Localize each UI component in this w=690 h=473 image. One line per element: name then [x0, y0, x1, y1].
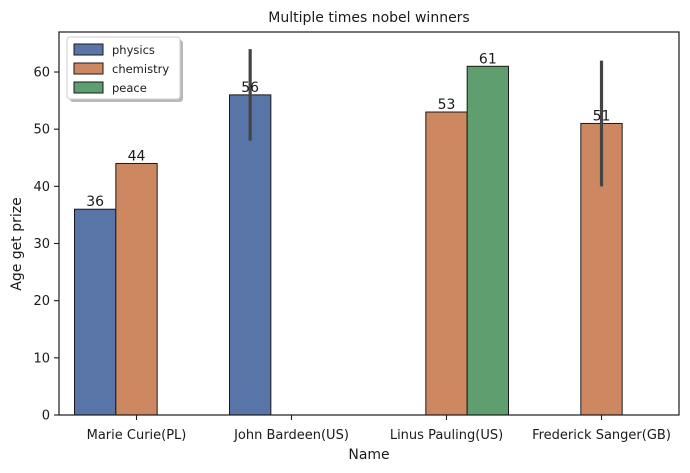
y-axis-label: Age get prize — [9, 197, 25, 290]
axes-frame — [58, 31, 680, 416]
bar-value-label: 56 — [241, 80, 259, 96]
chart-title: Multiple times nobel winners — [268, 10, 469, 26]
y-tick-label: 10 — [33, 351, 50, 366]
x-axis-label: Name — [348, 447, 389, 463]
x-tick-label: Marie Curie(PL) — [87, 428, 187, 443]
bar-value-label: 51 — [593, 108, 611, 124]
bar-peace — [466, 65, 509, 416]
bar-value-label: 36 — [86, 194, 104, 210]
legend-label-chemistry: chemistry — [112, 62, 169, 76]
bar-chemistry — [115, 162, 158, 416]
bar-physics — [229, 94, 272, 416]
bar-chemistry — [425, 111, 468, 416]
y-tick-label: 50 — [33, 123, 50, 138]
legend-label-peace: peace — [112, 81, 147, 95]
x-tick-label: John Bardeen(US) — [233, 428, 349, 443]
y-tick-label: 0 — [42, 409, 50, 424]
bar-value-label: 53 — [438, 97, 456, 113]
bar-value-label: 61 — [479, 51, 497, 67]
bar-physics — [74, 208, 117, 416]
legend-swatch-physics — [73, 43, 104, 56]
y-tick-label: 60 — [33, 66, 50, 81]
y-tick-label: 20 — [33, 294, 50, 309]
x-tick-label: Linus Pauling(US) — [390, 428, 503, 443]
plot-area: 0 10 20 30 40 50 60 36 44 56 53 61 51 Marie Curie(PL)… — [33, 31, 680, 443]
legend-swatch-peace — [73, 81, 104, 94]
bar-value-label: 44 — [128, 148, 146, 164]
legend-label-physics: physics — [112, 43, 155, 57]
x-tick-label: Frederick Sanger(GB) — [532, 428, 671, 443]
y-tick-label: 30 — [33, 237, 50, 252]
y-tick-label: 40 — [33, 180, 50, 195]
legend: physics chemistry peace — [66, 36, 183, 102]
legend-swatch-chemistry — [73, 62, 104, 75]
